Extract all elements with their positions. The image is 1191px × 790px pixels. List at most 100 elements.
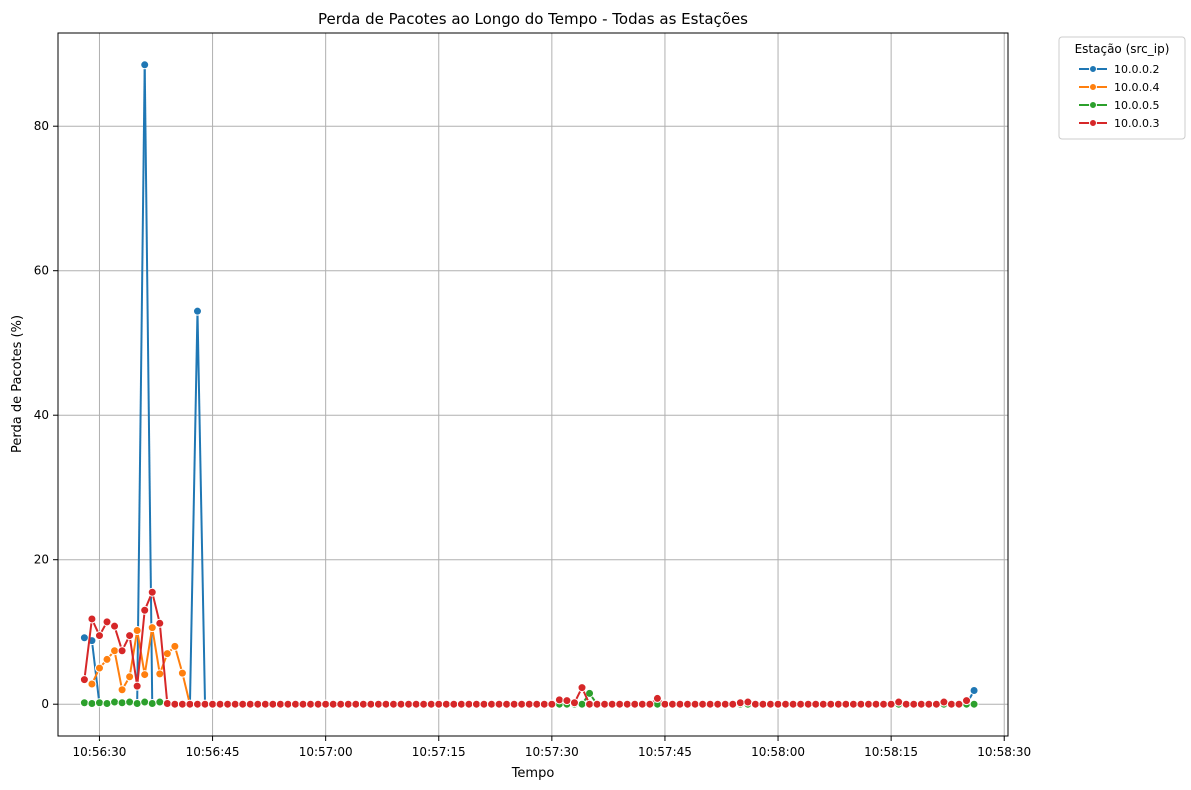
data-point xyxy=(147,623,157,633)
data-point xyxy=(532,699,542,709)
data-point xyxy=(79,675,89,685)
data-point xyxy=(132,698,142,708)
x-tick-label: 10:56:45 xyxy=(186,745,240,759)
data-point xyxy=(102,698,112,708)
x-tick-label: 10:57:15 xyxy=(412,745,466,759)
data-point xyxy=(969,699,979,709)
data-point xyxy=(396,699,406,709)
legend-marker xyxy=(1089,65,1097,73)
data-point xyxy=(652,693,662,703)
data-point xyxy=(758,699,768,709)
data-point xyxy=(321,699,331,709)
data-point xyxy=(426,699,436,709)
data-point xyxy=(728,699,738,709)
y-tick-label: 60 xyxy=(34,264,49,278)
data-point xyxy=(230,699,240,709)
data-point xyxy=(155,697,165,707)
data-point xyxy=(471,699,481,709)
data-point xyxy=(931,699,941,709)
data-point xyxy=(245,699,255,709)
data-point xyxy=(894,697,904,707)
data-point xyxy=(547,699,557,709)
data-point xyxy=(170,641,180,651)
data-point xyxy=(554,695,564,705)
data-point xyxy=(946,699,956,709)
data-point xyxy=(479,699,489,709)
data-point xyxy=(94,663,104,673)
data-point xyxy=(140,697,150,707)
data-point xyxy=(773,699,783,709)
data-point xyxy=(268,699,278,709)
series-line-segment xyxy=(136,64,146,705)
data-point xyxy=(94,631,104,641)
data-point xyxy=(102,654,112,664)
legend-box xyxy=(1058,36,1186,140)
data-point xyxy=(901,699,911,709)
data-point xyxy=(117,698,127,708)
data-point xyxy=(645,699,655,709)
data-point xyxy=(796,699,806,709)
x-tick-label: 10:58:15 xyxy=(864,745,918,759)
data-point xyxy=(969,685,979,695)
data-point xyxy=(569,698,579,708)
data-point xyxy=(781,699,791,709)
data-point xyxy=(818,699,828,709)
legend-label: 10.0.0.5 xyxy=(1114,99,1159,112)
data-point xyxy=(848,699,858,709)
legend-title: Estação (src_ip) xyxy=(1075,42,1170,56)
data-point xyxy=(539,699,549,709)
data-point xyxy=(343,699,353,709)
data-point xyxy=(615,699,625,709)
data-point xyxy=(298,699,308,709)
data-point xyxy=(79,698,89,708)
data-point xyxy=(713,699,723,709)
data-point xyxy=(351,699,361,709)
data-point xyxy=(253,699,263,709)
data-point xyxy=(577,683,587,693)
data-point xyxy=(826,699,836,709)
data-point xyxy=(698,699,708,709)
data-point xyxy=(373,699,383,709)
data-point xyxy=(260,699,270,709)
legend-marker xyxy=(1089,83,1097,91)
data-point xyxy=(87,679,97,689)
data-point xyxy=(125,631,135,641)
x-tick-label: 10:56:30 xyxy=(73,745,127,759)
data-point xyxy=(766,699,775,709)
data-point xyxy=(162,698,172,708)
chart-title: Perda de Pacotes ao Longo do Tempo - Tod… xyxy=(318,10,748,28)
data-point xyxy=(336,699,346,709)
y-tick-label: 0 xyxy=(41,697,49,711)
data-point xyxy=(811,699,821,709)
x-tick-label: 10:58:30 xyxy=(977,745,1031,759)
data-point xyxy=(607,699,617,709)
data-point xyxy=(328,699,338,709)
data-point xyxy=(94,698,104,708)
data-point xyxy=(223,699,233,709)
data-point xyxy=(110,697,120,707)
x-tick-label: 10:57:00 xyxy=(299,745,353,759)
axes: 10:56:30 10:56:45 10:57:00 10:57:15 10:57:30… xyxy=(34,119,1031,759)
data-point xyxy=(87,614,97,624)
data-point xyxy=(622,699,632,709)
data-point xyxy=(192,306,202,316)
data-point xyxy=(456,699,466,709)
data-point xyxy=(358,699,368,709)
data-point xyxy=(690,699,700,709)
data-point xyxy=(192,699,202,709)
data-point xyxy=(162,649,172,659)
data-point xyxy=(140,670,150,680)
data-point xyxy=(871,699,881,709)
data-point xyxy=(87,698,97,708)
data-point xyxy=(125,672,135,682)
data-point xyxy=(200,699,210,709)
data-point xyxy=(102,617,112,627)
data-point xyxy=(720,699,730,709)
data-point xyxy=(517,699,527,709)
data-point xyxy=(856,699,866,709)
data-point xyxy=(592,699,602,709)
data-point xyxy=(291,699,300,709)
data-point xyxy=(585,699,595,709)
data-point xyxy=(886,699,896,709)
